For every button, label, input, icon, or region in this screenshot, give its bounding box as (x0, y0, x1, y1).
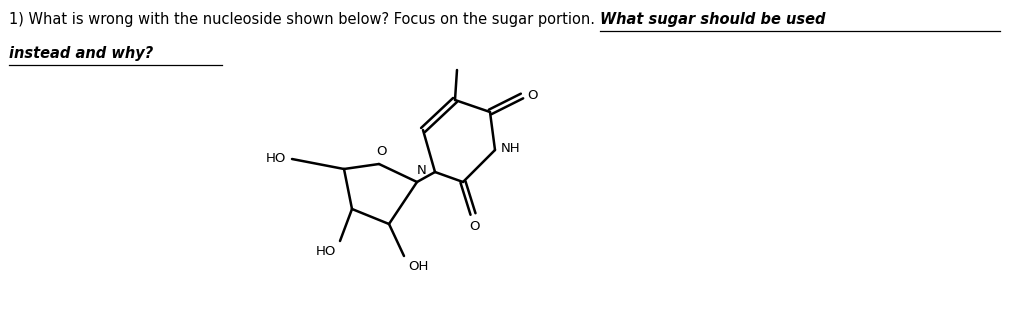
Text: O: O (527, 89, 538, 102)
Text: OH: OH (408, 260, 428, 273)
Text: 1) What is wrong with the nucleoside shown below? Focus on the sugar portion.: 1) What is wrong with the nucleoside sho… (9, 12, 600, 27)
Text: O: O (470, 220, 480, 233)
Text: HO: HO (265, 152, 286, 165)
Text: N: N (417, 164, 427, 176)
Text: HO: HO (315, 245, 336, 258)
Text: NH: NH (501, 142, 521, 155)
Text: O: O (376, 145, 387, 158)
Text: instead and why?: instead and why? (9, 46, 154, 61)
Text: What sugar should be used: What sugar should be used (600, 12, 826, 27)
